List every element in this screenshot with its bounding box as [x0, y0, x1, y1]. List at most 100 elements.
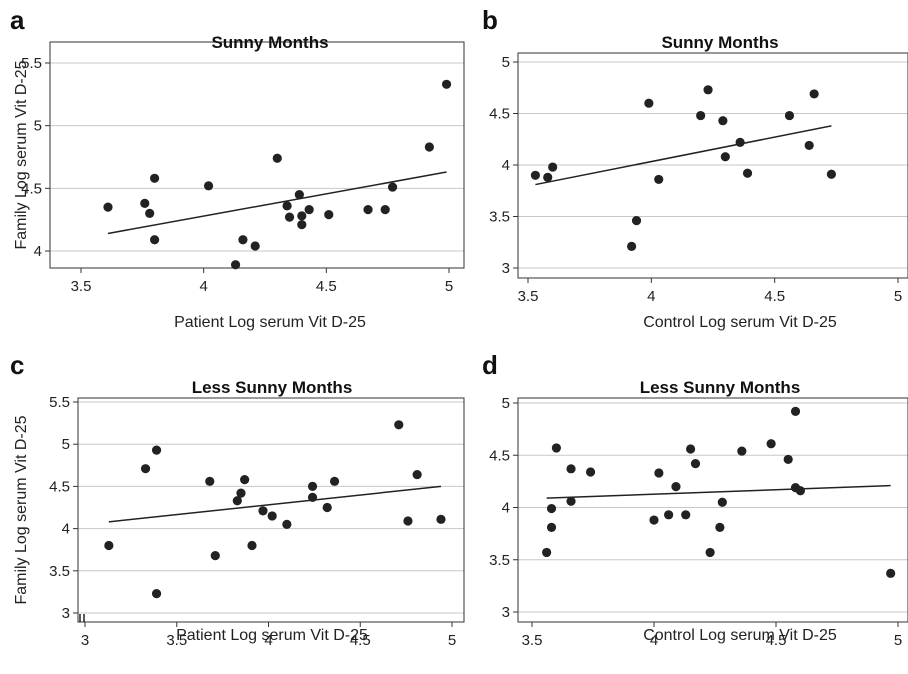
data-point-c-20: [436, 514, 446, 524]
data-point-c-0: [104, 540, 114, 551]
chart-title: Less Sunny Months: [640, 378, 801, 397]
y-tick-label: 4: [62, 521, 70, 538]
y-tick-label: 5.5: [21, 55, 42, 72]
data-point-b-16: [826, 169, 837, 179]
data-point-a-0: [103, 202, 113, 212]
y-tick-label: 5: [502, 395, 510, 412]
data-point-b-13: [784, 110, 795, 121]
data-point-b-1: [543, 172, 553, 182]
data-point-a-14: [297, 220, 307, 230]
y-tick-label: 4: [502, 500, 510, 517]
x-tick-label: 4.5: [766, 632, 787, 649]
data-point-c-17: [394, 420, 404, 430]
x-axis-label: Control Log serum Vit D-25: [643, 314, 837, 331]
data-point-c-11: [267, 511, 277, 521]
y-tick-label: 4.5: [49, 478, 70, 495]
data-point-d-11: [681, 510, 691, 520]
data-point-d-18: [766, 439, 776, 449]
data-point-d-5: [566, 496, 576, 506]
data-point-d-20: [790, 406, 801, 416]
x-tick-label: 4: [199, 278, 207, 295]
panel-letter: d: [482, 350, 498, 380]
data-point-c-15: [322, 502, 332, 513]
plot-frame-d: [517, 397, 908, 623]
data-point-a-5: [203, 181, 214, 191]
y-tick-label: 3.5: [489, 552, 510, 569]
data-point-c-9: [247, 540, 257, 551]
data-point-b-9: [718, 116, 728, 126]
x-tick-label: 5: [448, 632, 456, 649]
y-axis-label: Family Log serum Vit D-25: [13, 415, 30, 604]
x-tick-label: 3.5: [518, 288, 539, 305]
data-point-d-19: [783, 454, 793, 465]
data-point-a-8: [250, 241, 260, 251]
fit-line-a: [107, 171, 447, 235]
data-point-c-13: [307, 481, 318, 491]
data-point-c-10: [258, 506, 268, 516]
data-point-d-7: [649, 515, 659, 525]
data-point-d-14: [705, 547, 715, 558]
data-point-c-19: [412, 469, 422, 480]
y-tick-label: 3: [502, 260, 510, 277]
x-axis-label: Control Log serum Vit D-25: [643, 627, 837, 644]
data-point-d-22: [795, 486, 806, 496]
data-point-c-1: [140, 464, 151, 474]
data-point-b-15: [809, 89, 819, 99]
data-point-a-15: [304, 205, 314, 215]
data-point-d-3: [551, 443, 562, 453]
data-point-c-12: [282, 519, 292, 529]
x-tick-label: 4: [650, 632, 658, 649]
data-point-d-4: [566, 464, 576, 474]
data-point-a-18: [380, 205, 390, 215]
data-point-d-17: [737, 446, 747, 456]
chart-title: Sunny Months: [661, 33, 778, 52]
data-point-d-12: [686, 444, 696, 454]
data-point-a-11: [284, 212, 295, 222]
data-point-d-8: [654, 468, 664, 478]
data-point-c-18: [403, 516, 413, 526]
chart-title: Less Sunny Months: [192, 378, 353, 397]
data-point-a-16: [324, 210, 334, 220]
data-point-b-7: [696, 110, 706, 121]
data-point-b-8: [703, 85, 713, 95]
plot-frame-c: [77, 397, 465, 623]
data-point-c-2: [151, 445, 162, 455]
data-point-d-13: [690, 459, 701, 469]
data-point-a-10: [282, 201, 292, 211]
x-tick-label: 4.5: [764, 288, 785, 305]
fit-line-b: [535, 125, 832, 186]
data-point-c-4: [205, 476, 215, 486]
y-tick-label: 4.5: [21, 180, 42, 197]
data-point-d-1: [546, 503, 557, 514]
x-tick-label: 3.5: [166, 632, 187, 649]
data-point-a-12: [294, 190, 304, 200]
data-point-a-4: [150, 235, 160, 245]
y-tick-label: 4.5: [489, 106, 510, 123]
y-tick-label: 4: [34, 243, 42, 260]
data-point-a-20: [424, 142, 434, 152]
data-point-d-9: [664, 510, 674, 520]
data-point-b-4: [631, 216, 642, 226]
x-axis-label: Patient Log serum Vit D-25: [174, 314, 366, 331]
x-tick-label: 3.5: [522, 632, 543, 649]
data-point-a-9: [272, 153, 282, 163]
data-point-b-12: [742, 168, 753, 178]
panel-letter: c: [10, 350, 24, 380]
x-tick-label: 5: [894, 632, 902, 649]
y-tick-label: 3.5: [489, 209, 510, 226]
data-point-c-5: [210, 551, 220, 561]
data-point-c-6: [232, 496, 242, 506]
data-point-a-17: [363, 205, 373, 215]
y-tick-label: 5: [502, 54, 510, 71]
x-axis-label: Patient Log serum Vit D-25: [176, 627, 368, 644]
x-tick-label: 3: [81, 632, 89, 649]
data-point-a-1: [140, 198, 150, 208]
data-point-d-23: [886, 568, 896, 578]
data-point-d-2: [546, 522, 557, 532]
fit-line-d: [546, 484, 891, 499]
data-point-b-5: [644, 98, 654, 108]
y-tick-label: 5: [34, 118, 42, 135]
data-point-a-3: [150, 173, 160, 183]
data-point-d-6: [585, 467, 596, 477]
